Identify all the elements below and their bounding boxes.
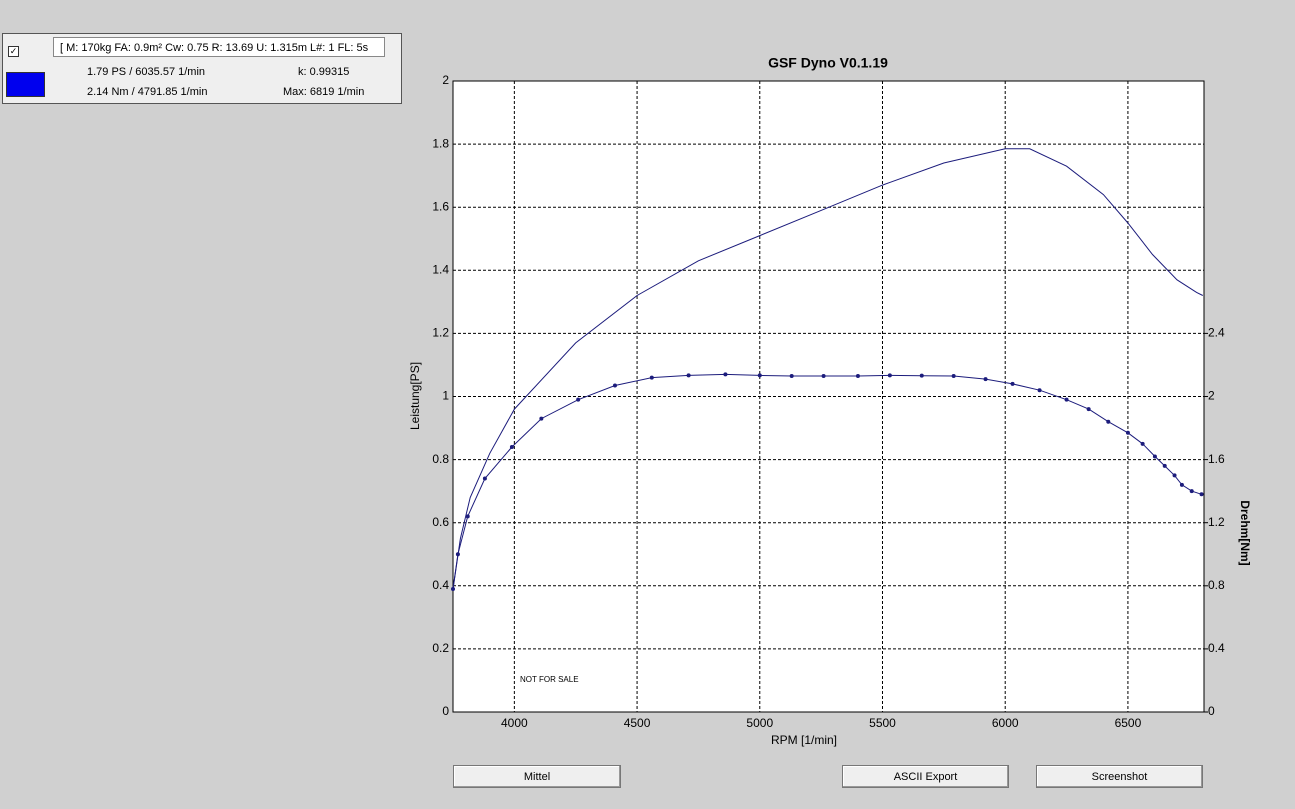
data-point (723, 372, 728, 377)
data-point (983, 377, 988, 382)
series-line (452, 148, 1204, 590)
data-point (455, 552, 460, 557)
data-point (482, 476, 487, 481)
rpm-max: Max: 6819 1/min (283, 86, 365, 98)
annotation: NOT FOR SALE (520, 675, 579, 684)
button[interactable]: Mittel (453, 765, 621, 788)
y-tick-label: 1.8 (432, 136, 449, 150)
k-factor: k: 0.99315 (298, 66, 350, 78)
data-point (1010, 381, 1015, 386)
series-line (452, 373, 1202, 590)
x-tick-label: 4500 (624, 716, 651, 730)
y-tick-label: 0.4 (432, 578, 449, 592)
data-point (951, 373, 956, 378)
data-point (1086, 407, 1091, 412)
data-point (1162, 463, 1167, 468)
data-point (1189, 489, 1194, 494)
data-point (649, 375, 654, 380)
x-axis-label: RPM [1/min] (771, 733, 837, 747)
data-point (576, 397, 581, 402)
y-axis-label: Leistung[PS] (408, 362, 422, 430)
y-tick-label: 1.2 (432, 326, 449, 340)
data-point (821, 373, 826, 378)
data-point (1106, 419, 1111, 424)
chart-title: GSF Dyno V0.1.19 (768, 55, 888, 71)
settings-field: [ M: 170kg FA: 0.9m² Cw: 0.75 R: 13.69 U… (53, 37, 385, 57)
y-tick-label: 0 (442, 704, 449, 718)
data-point (1199, 492, 1204, 497)
data-point (855, 373, 860, 378)
x-tick-label: 4000 (501, 716, 528, 730)
button[interactable]: ASCII Export (842, 765, 1009, 788)
data-point (789, 373, 794, 378)
y2-tick-label: 2 (1208, 389, 1215, 403)
data-point (887, 373, 892, 378)
y2-tick-label: 1.6 (1208, 452, 1225, 466)
y2-tick-label: 0 (1208, 704, 1215, 718)
data-point (539, 416, 544, 421)
y-tick-label: 1.6 (432, 199, 449, 213)
torque-max: 2.14 Nm / 4791.85 1/min (87, 86, 208, 98)
y-tick-label: 1 (442, 389, 449, 403)
checkbox[interactable]: ✓ (8, 46, 19, 57)
data-point (451, 586, 455, 591)
y2-tick-label: 2.4 (1208, 326, 1225, 340)
y-tick-label: 2 (442, 73, 449, 87)
button[interactable]: Screenshot (1036, 765, 1203, 788)
data-point (1140, 441, 1145, 446)
data-point (757, 373, 762, 378)
data-point (1037, 388, 1042, 393)
data-point (465, 514, 470, 519)
data-point (919, 373, 924, 378)
x-tick-label: 6500 (1115, 716, 1142, 730)
y2-axis-label: Drehm[Nm] (1238, 500, 1252, 565)
data-point (1152, 454, 1157, 459)
y-tick-label: 0.2 (432, 641, 449, 655)
y-tick-label: 0.8 (432, 452, 449, 466)
data-point (1125, 430, 1130, 435)
data-point (509, 444, 514, 449)
data-point (612, 383, 617, 388)
x-tick-label: 5000 (746, 716, 773, 730)
data-point (1172, 473, 1177, 478)
y2-tick-label: 0.4 (1208, 641, 1225, 655)
y2-tick-label: 1.2 (1208, 515, 1225, 529)
y2-tick-label: 0.8 (1208, 578, 1225, 592)
x-tick-label: 6000 (992, 716, 1019, 730)
y-tick-label: 1.4 (432, 262, 449, 276)
data-point (686, 373, 691, 378)
power-max: 1.79 PS / 6035.57 1/min (87, 66, 206, 78)
run-panel: ✓ [ M: 170kg FA: 0.9m² Cw: 0.75 R: 13.69… (2, 33, 402, 104)
color-swatch[interactable] (6, 72, 45, 97)
x-tick-label: 5500 (869, 716, 896, 730)
data-point (1179, 482, 1184, 487)
y-tick-label: 0.6 (432, 515, 449, 529)
data-point (1064, 397, 1069, 402)
